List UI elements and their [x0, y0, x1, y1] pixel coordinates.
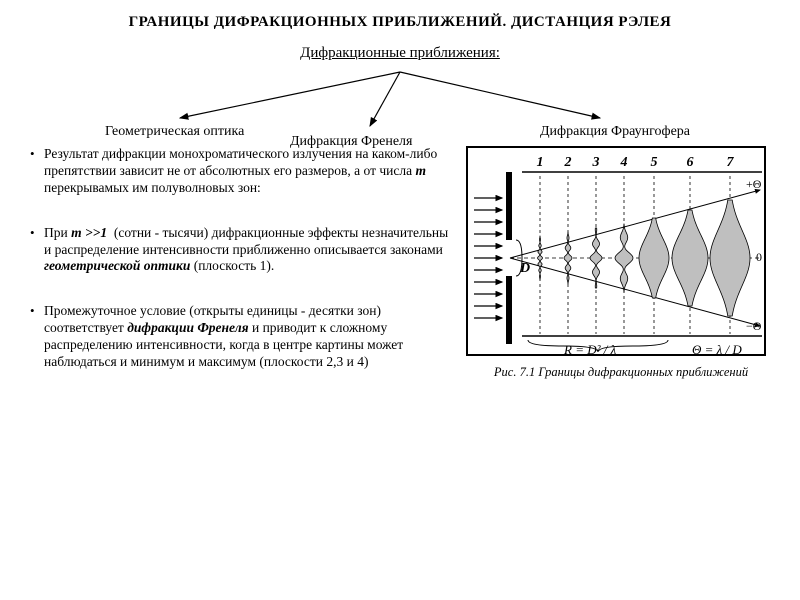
- bullet-item: Промежуточное условие (открыты единицы -…: [30, 303, 450, 371]
- svg-text:2: 2: [564, 155, 572, 170]
- svg-text:4: 4: [620, 155, 628, 170]
- svg-text:6: 6: [687, 155, 694, 170]
- bullets-column: Результат дифракции монохроматического и…: [30, 146, 450, 399]
- approximations-tree: Геометрическая оптикаДифракция ФренеляДи…: [0, 66, 800, 146]
- svg-text:1: 1: [537, 155, 544, 170]
- svg-text:Θ = λ / D: Θ = λ / D: [692, 342, 742, 357]
- svg-text:−Θ: −Θ: [746, 319, 762, 333]
- svg-text:R = D² / λ: R = D² / λ: [563, 342, 617, 357]
- tree-leaf: Дифракция Фраунгофера: [540, 124, 690, 140]
- figure-column: 1234567D+Θ0−ΘR = D² / λΘ = λ / D Рис. 7.…: [466, 146, 776, 399]
- subtitle: Дифракционные приближения:: [0, 45, 800, 62]
- main-content: Результат дифракции монохроматического и…: [0, 146, 800, 399]
- page-title: ГРАНИЦЫ ДИФРАКЦИОННЫХ ПРИБЛИЖЕНИЙ. ДИСТА…: [0, 0, 800, 31]
- tree-leaf: Геометрическая оптика: [105, 124, 244, 140]
- svg-text:7: 7: [727, 155, 735, 170]
- svg-text:+Θ: +Θ: [746, 177, 762, 191]
- figure-caption: Рис. 7.1 Границы дифракционных приближен…: [466, 364, 776, 380]
- bullet-item: Результат дифракции монохроматического и…: [30, 146, 450, 197]
- svg-text:5: 5: [651, 155, 658, 170]
- figure-7-1: 1234567D+Θ0−ΘR = D² / λΘ = λ / D: [466, 146, 766, 356]
- svg-text:0: 0: [756, 250, 762, 264]
- bullet-item: При m >>1 (сотни - тысячи) дифракционные…: [30, 225, 450, 276]
- svg-text:3: 3: [592, 155, 600, 170]
